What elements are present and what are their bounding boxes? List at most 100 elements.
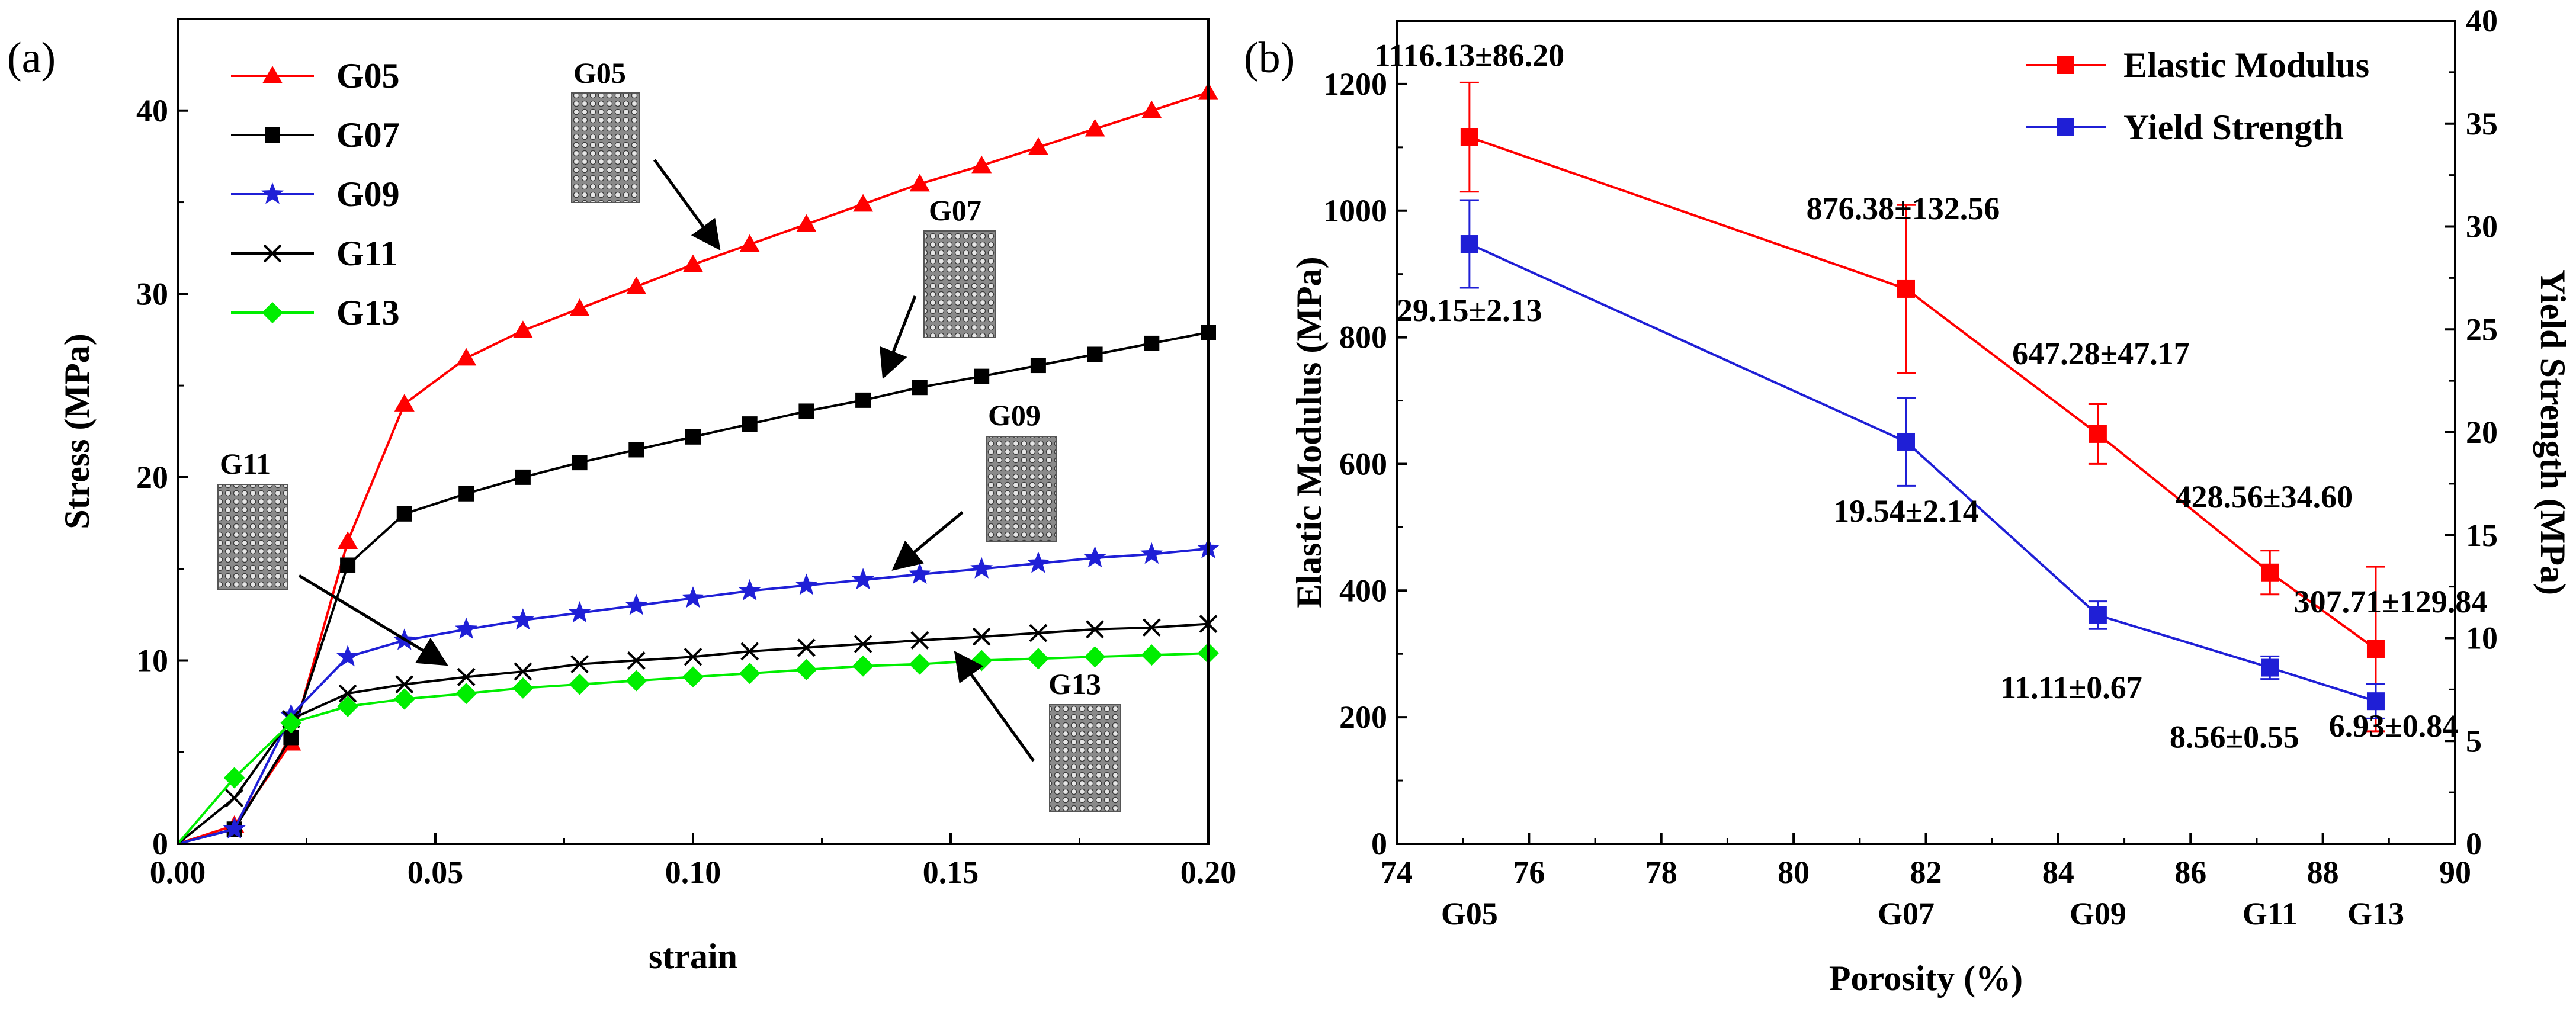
data-point-yield-strength: [1460, 235, 1478, 253]
legend-label-elastic-modulus: Elastic Modulus: [2123, 46, 2369, 85]
legend-marker-yield-strength: [2057, 118, 2074, 136]
data-point-g05: [569, 298, 590, 316]
x-axis-title-a: strain: [649, 937, 737, 976]
x-tick-label: 86: [2174, 854, 2206, 890]
lattice-image: [217, 484, 288, 590]
x-tick-label: 0.20: [1180, 854, 1237, 890]
x-tick-label: 84: [2042, 854, 2074, 890]
x-tick-label: 0.15: [923, 854, 979, 890]
y-left-tick-label: 1000: [1323, 193, 1387, 229]
sample-label-g11: G11: [2243, 896, 2298, 931]
lattice-image: [1049, 704, 1121, 812]
data-point-g05: [909, 174, 930, 192]
inset-label-g13: G13: [1048, 667, 1101, 701]
data-point-g09: [852, 568, 875, 590]
inset-g11: G11: [217, 447, 448, 666]
legend-label-g09: G09: [336, 175, 400, 214]
data-point-g11: [627, 651, 646, 670]
data-point-g13: [280, 712, 302, 734]
data-label-yield-strength: 8.56±0.55: [2170, 719, 2299, 755]
data-point-g13: [455, 683, 477, 705]
inset-label-g07: G07: [929, 194, 981, 227]
data-point-g07: [974, 368, 990, 384]
x-tick-label: 74: [1381, 854, 1413, 890]
data-point-g13: [337, 695, 359, 717]
data-label-elastic-modulus: 647.28±47.17: [2012, 336, 2190, 371]
data-point-g09: [1083, 546, 1106, 568]
data-point-yield-strength: [1897, 432, 1915, 451]
inset-label-g11: G11: [220, 447, 271, 480]
y-left-tick-label: 800: [1339, 320, 1387, 355]
sample-label-g05: G05: [1441, 896, 1498, 931]
data-point-g05: [1141, 100, 1162, 118]
data-point-g07: [628, 442, 644, 458]
data-point-g13: [625, 670, 647, 692]
arrow-g13: [954, 651, 1035, 762]
y-left-tick-label: 200: [1339, 699, 1387, 735]
y-right-tick-label: 5: [2466, 723, 2482, 759]
data-label-elastic-modulus: 1116.13±86.20: [1375, 38, 1565, 73]
legend-marker-elastic-modulus: [2057, 56, 2074, 74]
data-point-g09: [1026, 551, 1050, 573]
data-point-g05: [456, 348, 477, 366]
data-point-g09: [795, 573, 818, 595]
legend-a: G05 G07 G09 G11 G13: [231, 56, 400, 332]
y-axis-title-left: Elastic Modulus (MPa): [1289, 256, 1329, 608]
data-point-g07: [572, 455, 588, 471]
series-elastic-modulus: 1116.13±86.20 876.38±132.56 647.28±47.17 42…: [1375, 38, 2488, 733]
x-tick-label: 76: [1513, 854, 1545, 890]
data-point-g11: [570, 655, 589, 674]
y-tick-label: 0: [152, 826, 168, 862]
data-point-g09: [336, 645, 360, 667]
data-point-g11: [457, 667, 476, 686]
y-left-tick-label: 1200: [1323, 66, 1387, 102]
inset-g05: G05: [571, 56, 721, 250]
data-point-g09: [223, 817, 246, 839]
data-point-g11: [1142, 618, 1161, 637]
x-tick-label: 88: [2307, 854, 2339, 890]
data-point-g05: [683, 254, 703, 272]
legend-marker-g09: [261, 182, 284, 204]
data-point-g07: [515, 469, 531, 485]
y-right-tick-label: 40: [2466, 3, 2498, 38]
data-point-g07: [1144, 335, 1160, 351]
data-point-elastic-modulus: [1897, 279, 1915, 298]
y-right-tick-label: 0: [2466, 826, 2482, 862]
y-tick-label: 40: [136, 93, 168, 128]
data-point-g09: [682, 586, 704, 608]
data-point-g13: [223, 767, 245, 789]
data-point-g13: [1141, 644, 1163, 666]
data-point-g09: [738, 579, 761, 600]
y-right-tick-label: 30: [2466, 209, 2498, 245]
data-point-g09: [455, 617, 478, 639]
data-point-g05: [853, 194, 874, 212]
data-point-yield-strength: [2261, 658, 2279, 677]
data-point-g11: [338, 684, 357, 703]
arrow-g07: [880, 295, 917, 380]
arrow-g05: [653, 159, 721, 250]
data-label-yield-strength: 29.15±2.13: [1397, 293, 1542, 328]
data-label-elastic-modulus: 307.71±129.84: [2294, 584, 2488, 619]
data-point-g13: [512, 677, 534, 699]
data-point-g07: [742, 416, 758, 432]
x-tick-label: 80: [1778, 854, 1810, 890]
legend-label-g05: G05: [336, 56, 400, 95]
y-tick-label: 30: [136, 276, 168, 311]
legend-label-g13: G13: [336, 293, 400, 332]
data-point-yield-strength: [2089, 606, 2107, 624]
data-point-g05: [971, 155, 992, 174]
data-point-g11: [740, 642, 759, 661]
series-g11: [177, 615, 1218, 845]
y-right-tick-label: 35: [2466, 106, 2498, 142]
data-point-g05: [1028, 137, 1048, 155]
data-point-g05: [512, 320, 533, 338]
data-label-yield-strength: 11.11±0.67: [2000, 670, 2142, 705]
data-point-g13: [795, 658, 817, 680]
series-yield-strength: 29.15±2.13 19.54±2.14 11.11±0.67 8.56±0.55 6…: [1397, 199, 2458, 755]
y-axis-title-right: Yield Strength (MPa): [2533, 269, 2572, 595]
data-point-g13: [739, 663, 761, 685]
data-point-g07: [1087, 346, 1103, 362]
data-point-g05: [626, 276, 647, 294]
data-point-g09: [568, 601, 591, 623]
legend-label-yield-strength: Yield Strength: [2123, 108, 2344, 147]
